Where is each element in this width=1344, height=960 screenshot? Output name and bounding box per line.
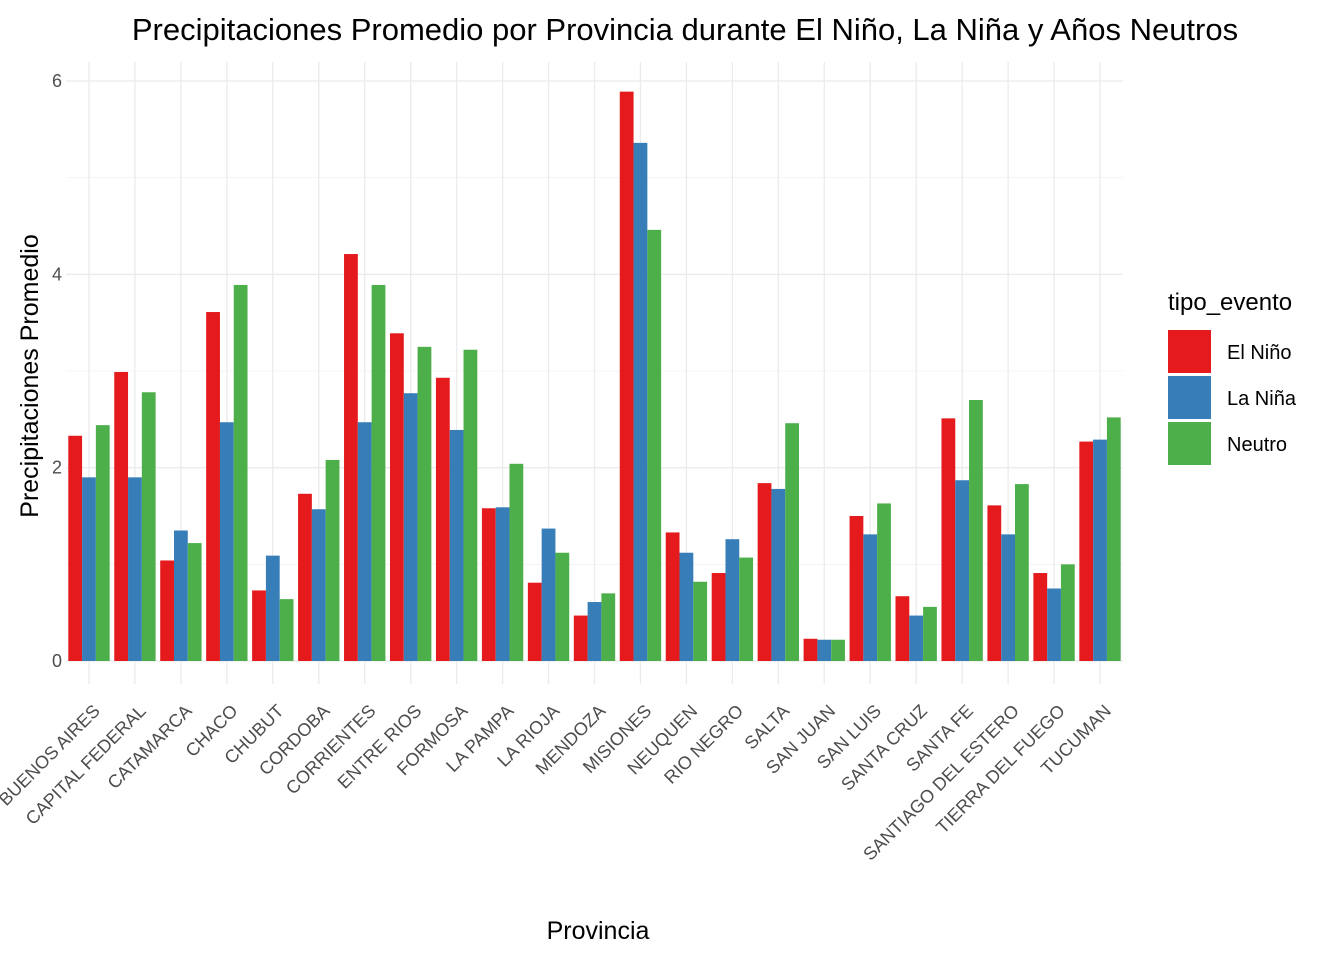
bar-el-ni-o-santa-fe — [941, 418, 956, 661]
bar-el-ni-o-san-luis — [849, 516, 864, 661]
bar-la-ni-a-tucuman — [1093, 439, 1107, 661]
bar-el-ni-o-rio-negro — [711, 573, 726, 661]
bar-neutro-capital-federal — [141, 392, 156, 661]
bar-neutro-santiago-del-estero — [1015, 484, 1029, 661]
bar-la-ni-a-misiones — [633, 142, 648, 661]
bar-la-ni-a-cordoba — [311, 509, 326, 661]
bar-el-ni-o-buenos-aires — [68, 435, 83, 661]
bar-el-ni-o-entre-rios — [389, 333, 404, 661]
bar-neutro-cordoba — [325, 459, 340, 661]
bar-la-ni-a-chaco — [219, 422, 234, 661]
bar-neutro-misiones — [647, 229, 662, 661]
bar-neutro-chaco — [233, 284, 248, 661]
bar-la-ni-a-buenos-aires — [82, 477, 96, 661]
bar-neutro-catamarca — [187, 543, 202, 661]
bar-neutro-buenos-aires — [95, 425, 110, 661]
legend-items: El Niño La Niña Neutro — [1168, 330, 1297, 465]
bar-el-ni-o-neuquen — [665, 532, 680, 661]
bar-neutro-corrientes — [371, 284, 386, 661]
legend-label: La Niña — [1227, 388, 1297, 410]
bar-la-ni-a-la-pampa — [495, 507, 510, 661]
y-tick-label: 4 — [52, 264, 62, 284]
bar-neutro-santa-fe — [969, 400, 983, 661]
bar-neutro-santa-cruz — [923, 606, 937, 661]
bar-el-ni-o-misiones — [619, 91, 634, 662]
bar-el-ni-o-salta — [757, 483, 772, 661]
y-axis-title: Precipitaciones Promedio — [16, 234, 44, 517]
bar-la-ni-a-la-rioja — [541, 528, 556, 661]
bar-neutro-tucuman — [1106, 417, 1121, 661]
bar-neutro-rio-negro — [739, 557, 754, 661]
bar-la-ni-a-santiago-del-estero — [1001, 534, 1016, 661]
legend-key — [1168, 330, 1211, 373]
bar-la-ni-a-san-luis — [863, 534, 878, 661]
bar-la-ni-a-entre-rios — [403, 393, 418, 661]
chart-title: Precipitaciones Promedio por Provincia d… — [132, 12, 1238, 47]
bar-neutro-chubut — [279, 599, 294, 661]
bar-el-ni-o-corrientes — [344, 254, 358, 662]
bar-el-ni-o-formosa — [435, 377, 450, 661]
bar-neutro-salta — [785, 423, 800, 661]
bar-el-ni-o-santiago-del-estero — [987, 505, 1002, 661]
bar-el-ni-o-tierra-del-fuego — [1033, 573, 1048, 661]
bar-neutro-mendoza — [601, 593, 616, 661]
legend-title: tipo_evento — [1168, 289, 1292, 316]
bar-el-ni-o-catamarca — [160, 560, 174, 661]
bars — [68, 91, 1121, 662]
legend-label: El Niño — [1227, 342, 1291, 364]
bar-el-ni-o-chaco — [206, 312, 220, 661]
bar-neutro-tierra-del-fuego — [1060, 564, 1075, 661]
x-axis-title: Provincia — [547, 917, 650, 945]
bar-la-ni-a-catamarca — [173, 530, 188, 661]
bar-la-ni-a-neuquen — [679, 552, 694, 661]
bar-la-ni-a-corrientes — [357, 422, 372, 661]
bar-neutro-la-pampa — [509, 463, 524, 661]
bar-el-ni-o-cordoba — [298, 493, 312, 661]
bar-el-ni-o-mendoza — [573, 615, 588, 661]
bar-la-ni-a-santa-fe — [955, 480, 970, 661]
y-tick-label: 0 — [52, 651, 62, 671]
bar-neutro-la-rioja — [555, 552, 570, 661]
y-tick-label: 2 — [52, 458, 62, 478]
bar-el-ni-o-santa-cruz — [895, 596, 910, 661]
bar-la-ni-a-santa-cruz — [909, 615, 924, 661]
bar-la-ni-a-san-juan — [817, 639, 832, 661]
legend-label: Neutro — [1227, 434, 1287, 456]
bar-neutro-san-luis — [877, 503, 891, 661]
bar-el-ni-o-la-rioja — [527, 582, 542, 661]
bar-la-ni-a-mendoza — [587, 602, 602, 661]
bar-neutro-entre-rios — [417, 346, 432, 661]
bar-el-ni-o-tucuman — [1079, 441, 1094, 661]
bar-el-ni-o-capital-federal — [114, 371, 129, 661]
bar-el-ni-o-san-juan — [803, 638, 818, 661]
bar-la-ni-a-capital-federal — [128, 477, 142, 661]
bar-el-ni-o-la-pampa — [481, 508, 496, 661]
bar-el-ni-o-chubut — [252, 590, 266, 661]
bar-la-ni-a-formosa — [449, 429, 464, 661]
y-axis-ticks: 0 2 4 6 — [52, 71, 62, 671]
bar-la-ni-a-salta — [771, 488, 786, 661]
legend: tipo_evento El Niño La Niña Neutro — [1168, 289, 1297, 465]
bar-neutro-neuquen — [693, 581, 708, 661]
bar-la-ni-a-rio-negro — [725, 539, 740, 661]
bar-la-ni-a-chubut — [265, 555, 280, 661]
legend-key — [1168, 376, 1211, 419]
bar-neutro-formosa — [463, 349, 478, 661]
bar-neutro-san-juan — [831, 639, 845, 661]
bar-la-ni-a-tierra-del-fuego — [1047, 588, 1061, 661]
legend-key — [1168, 422, 1211, 465]
y-tick-label: 6 — [52, 71, 62, 91]
